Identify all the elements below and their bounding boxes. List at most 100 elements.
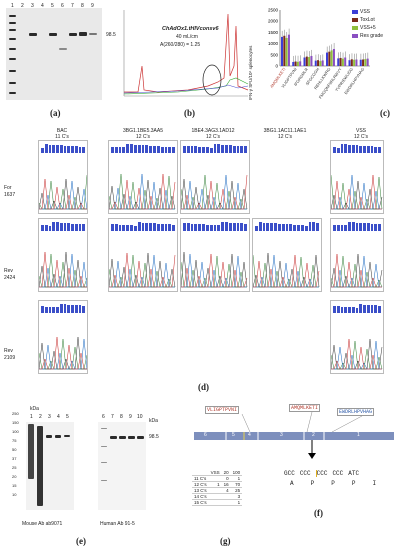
legend-swatch (352, 18, 358, 22)
amino-acid: P (310, 480, 315, 487)
panel-label-g: (g) (220, 536, 231, 546)
bar (303, 57, 306, 66)
blot-caption-left: Mouse Ab ab9071 (22, 521, 63, 527)
column-c-count: 12 C's (135, 134, 151, 140)
codon: ATC (348, 470, 360, 477)
y-axis-label: IFN-γ SFU/10⁶ splenocytes (248, 45, 253, 100)
bar (294, 61, 297, 66)
table-cell: 11 C's (192, 475, 209, 482)
legend-entry: VSS (360, 9, 371, 15)
bar (317, 60, 320, 66)
panel-label-e: (e) (76, 536, 86, 546)
amino-acid: A (290, 480, 294, 487)
bar (299, 61, 302, 66)
table-header (192, 470, 209, 476)
lane-label: 3 (31, 3, 34, 9)
kda-title-right: kDa (149, 418, 158, 424)
bar (305, 56, 308, 66)
lane-label: 6 (102, 414, 105, 420)
construct-diagram (194, 411, 394, 459)
bar (355, 59, 358, 66)
c-count-table: VSS 20 100 11 C's 0 1 12 C's 1 16 70 13 … (192, 470, 243, 506)
panel-label-c: (c) (380, 108, 390, 118)
table-cell: 0 (221, 475, 231, 482)
kda-label-a: 98.5 (106, 32, 116, 38)
lane-label: 5 (66, 414, 69, 420)
lane-label: 4 (41, 3, 44, 9)
column-title: 1BE4.3AG3.1AD12 (191, 128, 235, 134)
bar (366, 58, 369, 66)
y-tick-label: 500 (270, 52, 278, 57)
table-cell: 16 (221, 481, 231, 488)
peptide-label: VLIGPTPVNI (205, 406, 240, 414)
bar (285, 38, 288, 66)
lane-label: 7 (111, 414, 114, 420)
table-row: 15 C's 1 (192, 499, 243, 506)
bar (321, 60, 324, 66)
table-cell (221, 493, 231, 500)
table-cell: 1 (230, 475, 243, 482)
table-cell: 12 C's (192, 481, 209, 488)
bar (341, 58, 344, 66)
panel-label-a: (a) (50, 108, 61, 118)
bar (337, 58, 340, 66)
lane-label: 4 (57, 414, 60, 420)
column-title: BAC (56, 128, 68, 134)
bar (319, 61, 322, 66)
column-title: 3BG1.1BE5.3AA5 (122, 128, 164, 134)
legend-entry: VSS+5 (360, 25, 376, 31)
chromatogram-tile (108, 218, 178, 292)
table-row: 11 C's 0 1 (192, 475, 243, 482)
chromatogram-tile (108, 140, 178, 214)
kda-marker: 250 (12, 411, 19, 416)
table-cell: 70 (230, 481, 243, 488)
column-c-count: 12 C's (205, 134, 221, 140)
y-tick-label: 1000 (268, 41, 279, 46)
row-label-number: 2109 (4, 355, 16, 361)
gel-image-a (6, 8, 102, 100)
row-label: Rev (4, 268, 13, 274)
segment-number: 5 (232, 432, 235, 438)
table-cell (208, 499, 222, 506)
amino-acid: P (331, 480, 335, 487)
row-label: For (4, 185, 12, 191)
table-cell: 25 (230, 487, 243, 494)
table-header-row: VSS 20 100 (192, 470, 243, 476)
bar (326, 52, 329, 66)
bar (283, 35, 286, 66)
table-row: 14 C's 3 (192, 493, 243, 500)
bar (310, 55, 313, 66)
amino-acid: I (372, 480, 377, 487)
column-c-count: 12 C's (353, 134, 369, 140)
column-c-count: 11 C's (55, 134, 69, 140)
legend-entry: ToxLot (360, 17, 375, 23)
column-c-count: 12 C's (277, 134, 293, 140)
kda-marker: 10 (12, 492, 17, 497)
bar (350, 59, 353, 66)
kda-marker: 37 (12, 456, 17, 461)
table-header: 100 (230, 470, 243, 476)
lane-label: 8 (120, 414, 123, 420)
lane-label: 6 (61, 3, 64, 9)
bar (362, 59, 365, 66)
panel-label-b: (b) (184, 108, 195, 118)
bar (287, 34, 290, 66)
kda-marker: 75 (12, 438, 17, 443)
segment-number: 1 (357, 432, 360, 438)
table-header: 20 (221, 470, 231, 476)
peptide-label: EWDRLHPVHAG (337, 408, 375, 416)
table-cell: 3 (230, 493, 243, 500)
codon: CCC (315, 470, 328, 477)
row-label-number: 2424 (4, 275, 16, 281)
bar (332, 48, 335, 66)
panel-label-d: (d) (198, 382, 209, 392)
lane-label: 8 (81, 3, 84, 9)
table-row: 12 C's 1 16 70 (192, 481, 243, 488)
codon: CCC (299, 470, 311, 477)
codon: GCC (284, 470, 295, 477)
bar (344, 57, 347, 66)
codon: CCC (332, 470, 344, 477)
legend-swatch (352, 10, 358, 14)
blot-caption-right: Human Ab 91-5 (100, 521, 135, 527)
y-tick-label: 2000 (268, 19, 279, 24)
